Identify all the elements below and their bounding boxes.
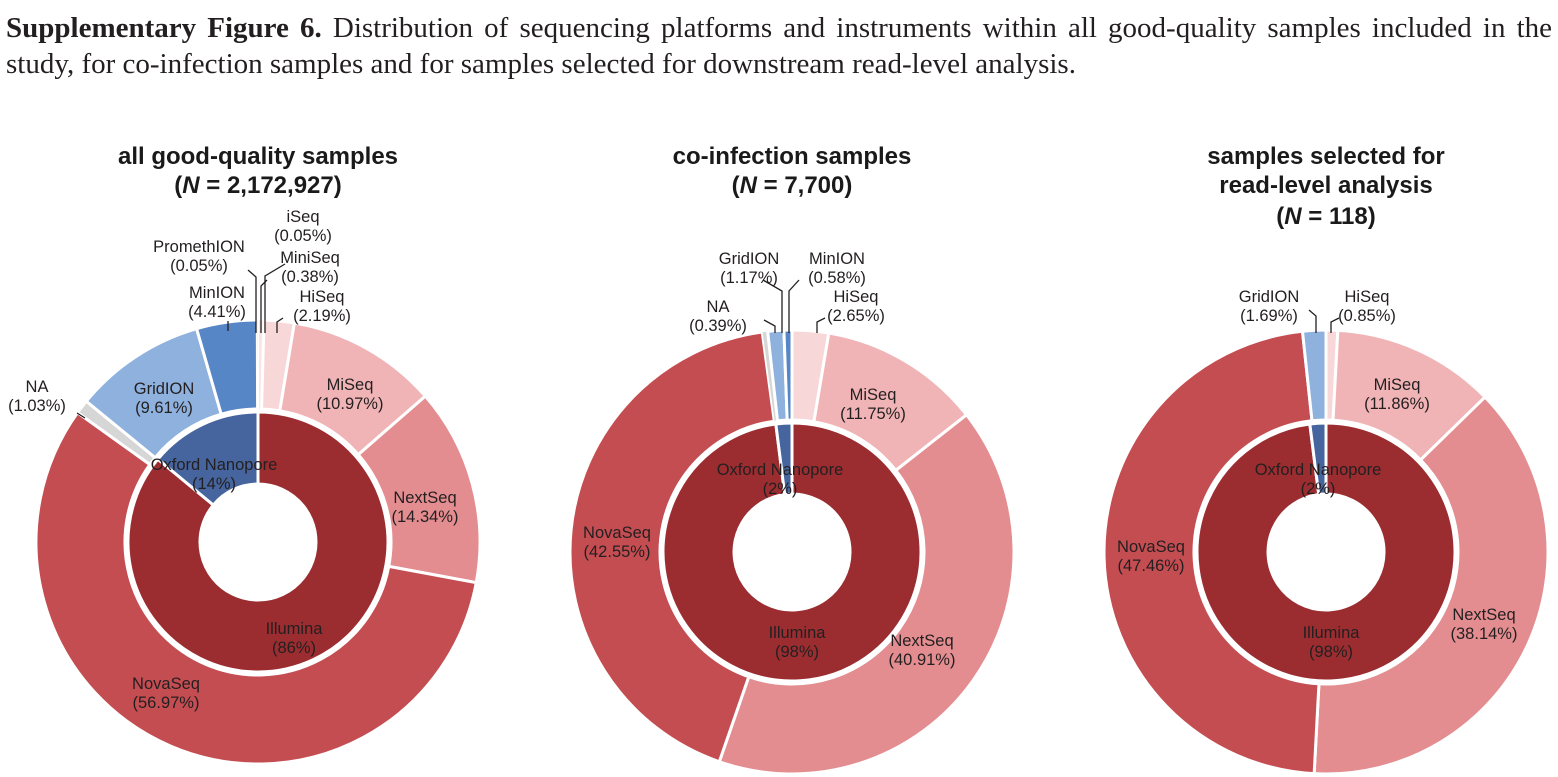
outer-slice-promethion [256, 319, 259, 410]
outer-label-novaseq: NovaSeq (47.46%) [1117, 538, 1185, 575]
outer-label-miseq: MiSeq (11.86%) [1364, 376, 1430, 413]
leader-line-miniseq [260, 279, 268, 333]
inner-label-illumina: Illumina (86%) [266, 620, 324, 657]
outer-label-hiseq: HiSeq (0.85%) [1338, 288, 1396, 325]
caption-label: Supplementary Figure 6. [6, 12, 322, 44]
inner-slice-oxford-nanopore [774, 421, 794, 497]
outer-label-novaseq: NovaSeq (56.97%) [132, 675, 200, 712]
outer-label-miseq: MiSeq (10.97%) [317, 376, 384, 413]
leader-line-promethion [247, 269, 257, 333]
outer-label-na: NA (1.03%) [8, 378, 66, 415]
leader-line-hiseq [816, 317, 826, 333]
outer-label-gridion: GridION (1.69%) [1239, 288, 1300, 325]
outer-label-minion: MinION (0.58%) [808, 250, 866, 287]
chart-n-count: (N = 2,172,927) [174, 172, 341, 199]
leader-line-hiseq [1330, 317, 1340, 333]
chart-title: read-level analysis [1219, 172, 1432, 199]
outer-label-nextseq: NextSeq (38.14%) [1451, 606, 1518, 643]
outer-label-miseq: MiSeq (11.75%) [840, 386, 906, 423]
outer-label-gridion: GridION (9.61%) [134, 380, 195, 417]
outer-label-promethion: PromethION (0.05%) [153, 238, 245, 275]
outer-label-gridion: GridION (1.17%) [719, 250, 780, 287]
outer-label-nextseq: NextSeq (14.34%) [392, 489, 459, 526]
donut-chart-1: all good-quality samples(N = 2,172,927) I… [8, 143, 482, 766]
leader-line-na [76, 412, 86, 419]
chart-title: co-infection samples [673, 143, 912, 170]
chart-title: all good-quality samples [118, 143, 398, 170]
inner-slice-oxford-nanopore [1308, 421, 1328, 497]
inner-slice-illumina [126, 410, 390, 674]
outer-label-miniseq: MiniSeq (0.38%) [280, 249, 340, 286]
outer-slice-minion [782, 328, 794, 422]
outer-label-na: NA (0.39%) [689, 298, 747, 335]
outer-label-hiseq: HiSeq (2.19%) [293, 288, 351, 325]
outer-label-novaseq: NovaSeq (42.55%) [583, 524, 651, 561]
outer-label-iseq: iSeq (0.05%) [274, 208, 332, 245]
leader-line-iseq [264, 263, 286, 333]
caption-text: Distribution of sequencing platforms and… [6, 12, 1553, 80]
leader-line-hiseq [276, 317, 284, 333]
inner-label-oxford-nanopore: Oxford Nanopore (2%) [1255, 461, 1382, 498]
leader-line-gridion [762, 279, 783, 333]
inner-label-illumina: Illumina (98%) [1303, 624, 1361, 661]
outer-label-hiseq: HiSeq (2.65%) [827, 288, 885, 325]
leader-line-minion [788, 279, 800, 333]
inner-label-illumina: Illumina (98%) [769, 624, 827, 661]
inner-label-oxford-nanopore: Oxford Nanopore (14%) [151, 456, 278, 493]
outer-label-minion: MinION (4.41%) [188, 284, 246, 321]
leader-line-gridion [1308, 309, 1317, 333]
inner-label-oxford-nanopore: Oxford Nanopore (2%) [717, 461, 844, 498]
inner-slice-illumina [661, 421, 923, 683]
outer-label-nextseq: NextSeq (40.91%) [889, 632, 956, 669]
chart-title: samples selected for [1207, 143, 1444, 170]
donut-chart-2: co-infection samples(N = 7,700) Illumina(… [568, 143, 1016, 776]
inner-slice-oxford-nanopore [155, 410, 260, 508]
outer-slice-nextseq [717, 412, 1016, 776]
chart-n-count: (N = 7,700) [732, 172, 853, 199]
outer-slice-gridion [1300, 328, 1328, 423]
outer-slice-nextseq [1312, 394, 1550, 776]
figure-caption: Supplementary Figure 6. Distribution of … [6, 10, 1552, 82]
inner-slice-illumina [1195, 421, 1457, 683]
leader-line-na [763, 319, 776, 333]
outer-slice-novaseq [568, 330, 776, 764]
chart-n-count: (N = 118) [1276, 203, 1375, 230]
outer-slice-novaseq [34, 410, 479, 766]
outer-slice-novaseq [1102, 329, 1321, 776]
